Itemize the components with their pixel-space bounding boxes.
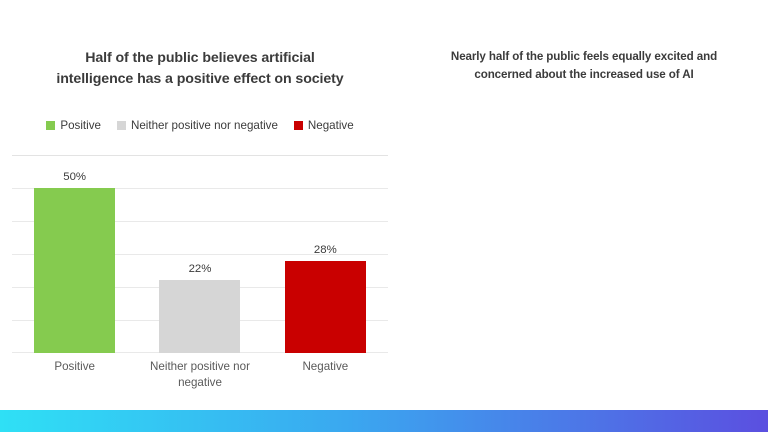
category-axis-left: Positive Neither positive nor negative N… — [12, 359, 388, 391]
chart-title-right: Nearly half of the public feels equally … — [450, 50, 718, 81]
category-label: Neither positive nor negative — [150, 360, 250, 389]
legend-item-negative[interactable]: Negative — [293, 119, 354, 132]
gridline — [12, 155, 388, 156]
bar-slot: 28% — [263, 155, 388, 353]
legend-item-positive[interactable]: Positive — [46, 119, 101, 132]
legend-swatch-gray-icon — [116, 121, 126, 130]
bar-positive[interactable]: 50% — [34, 171, 116, 353]
chart-legend-left: Positive Neither positive nor negative N… — [0, 119, 400, 132]
legend-swatch-green-icon — [46, 121, 56, 130]
accent-gradient-bar — [0, 410, 768, 432]
category-label: Positive — [54, 360, 95, 373]
chart-panel-left: Half of the public believes artificial i… — [0, 0, 400, 405]
legend-swatch-red-icon — [293, 121, 303, 130]
bar-neutral[interactable]: 22% — [159, 263, 241, 353]
legend-label: Positive — [60, 119, 101, 132]
bar-value-label: 28% — [313, 243, 337, 256]
category-label: Negative — [302, 360, 349, 373]
gridline — [12, 188, 388, 189]
chart-panel-right: Nearly half of the public feels equally … — [400, 0, 768, 405]
gridline — [12, 254, 388, 255]
bar-group-left: 50% 22% 28% — [12, 155, 388, 353]
legend-label: Negative — [307, 119, 354, 132]
bar-negative[interactable]: 28% — [284, 244, 366, 353]
legend-label: Neither positive nor negative — [130, 119, 278, 132]
gridline — [12, 221, 388, 222]
bar-value-label: 50% — [63, 171, 87, 183]
bar-slot: 50% — [12, 155, 137, 353]
bar-value-label: 22% — [188, 263, 212, 276]
legend-item-neutral[interactable]: Neither positive nor negative — [116, 119, 278, 132]
bar-slot: 22% — [137, 155, 262, 353]
chart-title-left: Half of the public believes artificial i… — [56, 50, 344, 87]
plot-area-left: 50% 22% 28% — [12, 155, 388, 353]
